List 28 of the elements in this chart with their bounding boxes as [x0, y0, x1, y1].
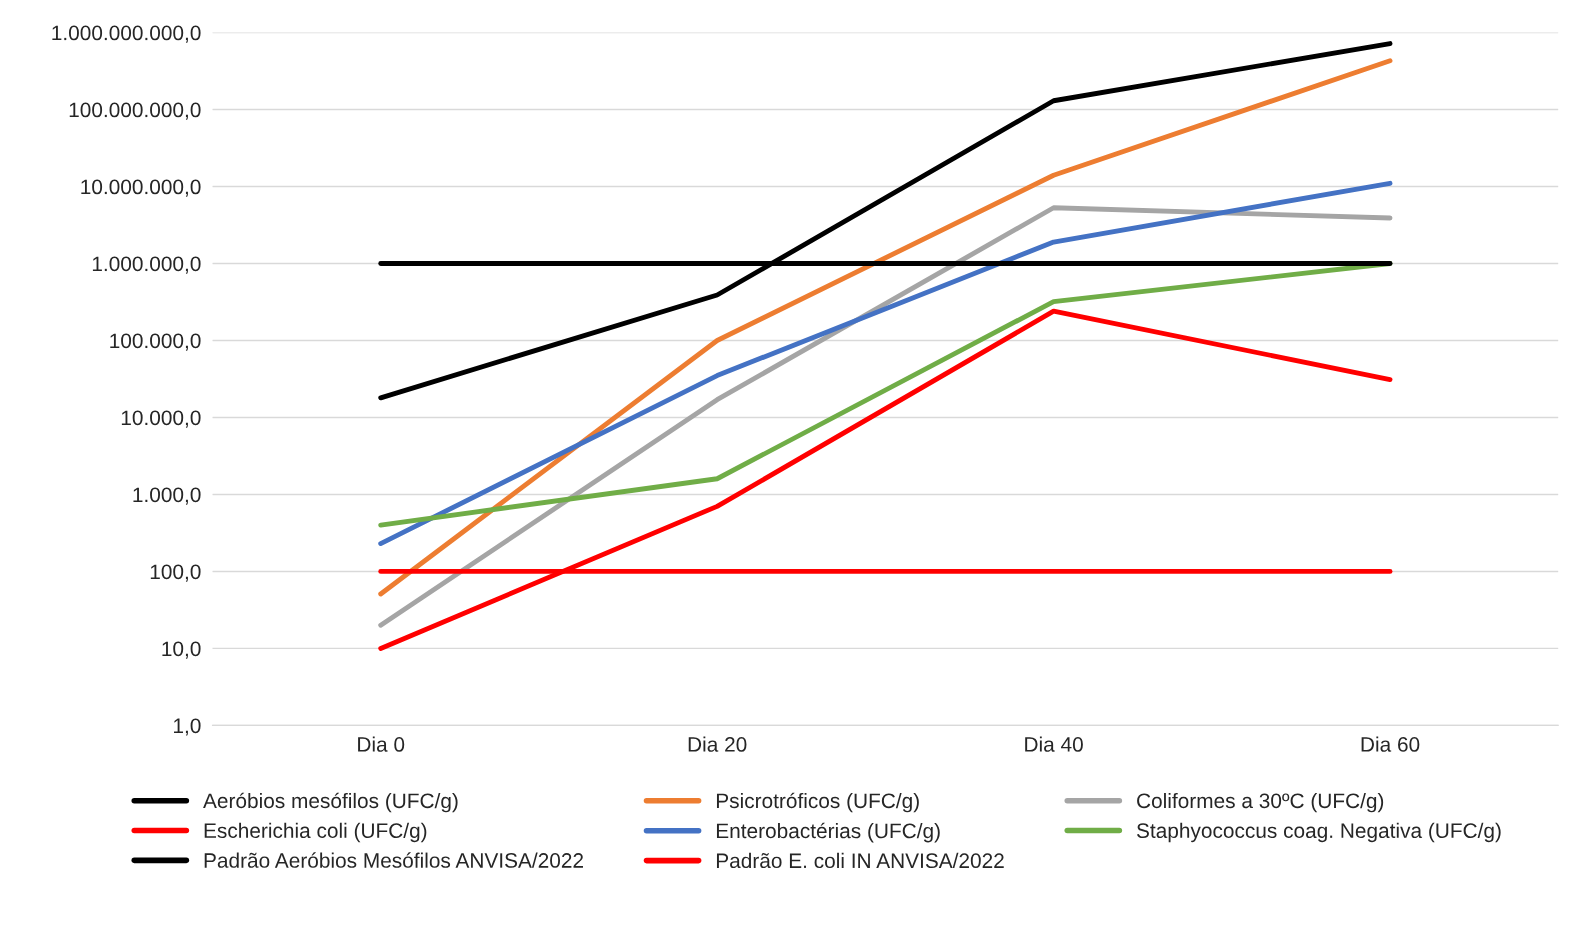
y-tick-label: 10.000,0 [121, 410, 201, 428]
y-tick-label: 1.000,0 [133, 487, 201, 505]
legend-label: Padrão E. coli IN ANVISA/2022 [716, 852, 1004, 869]
line-series [378, 205, 1393, 628]
y-tick-label: 10.000.000,0 [81, 179, 201, 197]
line-series [378, 58, 1393, 597]
line-series [378, 41, 1393, 401]
legend-label: Staphyococcus coag. Negativa (UFC/g) [1136, 822, 1501, 843]
legend-label: Aeróbios mesófilos (UFC/g) [203, 792, 458, 813]
x-tick-label: Dia 60 [1361, 736, 1420, 752]
y-tick-label: 1.000.000,0 [92, 256, 201, 274]
y-tick-label: 100.000,0 [110, 333, 201, 351]
y-tick-label: 100.000.000,0 [69, 102, 201, 120]
y-tick-label: 10,0 [162, 641, 201, 659]
line-series [378, 308, 1393, 651]
legend-label: Coliformes a 30ºC (UFC/g) [1137, 792, 1384, 813]
y-tick-label: 1.000.000.000,0 [52, 25, 201, 43]
legend-label: Padrão Aeróbios Mesófilos ANVISA/2022 [204, 852, 583, 868]
y-tick-label: 100,0 [150, 564, 201, 582]
x-tick-label: Dia 0 [358, 736, 405, 752]
x-tick-label: Dia 20 [688, 736, 747, 752]
line-series [378, 261, 1393, 528]
legend-label: Enterobactérias (UFC/g) [716, 822, 940, 843]
x-tick-label: Dia 40 [1025, 736, 1083, 752]
line-series [378, 180, 1393, 547]
legend-label: Escherichia coli (UFC/g) [204, 822, 427, 843]
y-tick-label: 1,0 [174, 718, 201, 736]
legend-label: Psicrotróficos (UFC/g) [716, 792, 919, 813]
